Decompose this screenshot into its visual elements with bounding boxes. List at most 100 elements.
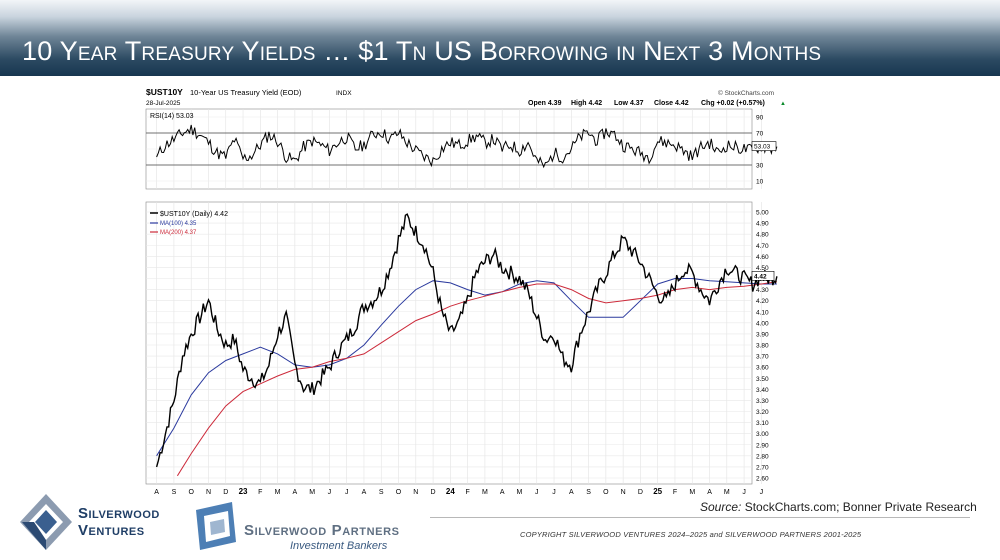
x-tick-label: D	[638, 489, 643, 496]
ventures-line2: Ventures	[78, 522, 145, 539]
price-y-tick-label: 4.70	[756, 243, 769, 250]
price-y-tick-label: 4.60	[756, 254, 769, 261]
chart-frame	[140, 86, 800, 500]
rsi-label: RSI(14) 53.03	[150, 113, 194, 120]
silverwood-ventures-logo: Silverwood Ventures	[20, 492, 190, 556]
x-tick-label: M	[309, 489, 315, 496]
x-tick-label: N	[413, 489, 418, 496]
x-axis: A S O N D 23 F M A M J J A S O N D 24 F M A M J J A S O N D 25 F M A M J J	[154, 487, 763, 496]
chart-exchange: INDX	[336, 90, 352, 97]
x-tick-label: O	[188, 489, 194, 496]
price-y-tick-label: 3.20	[756, 409, 769, 416]
quote-change: Chg +0.02 (+0.57%)	[701, 100, 765, 107]
x-tick-label: 25	[653, 487, 662, 496]
x-tick-label: S	[379, 489, 384, 496]
chart-svg: $UST10Y 10-Year US Treasury Yield (EOD) …	[140, 86, 800, 500]
x-tick-label: M	[724, 489, 730, 496]
x-tick-label: J	[328, 489, 332, 496]
x-tick-label: A	[569, 489, 574, 496]
price-y-tick-label: 3.70	[756, 354, 769, 361]
x-tick-label: F	[673, 489, 677, 496]
ma200-series-line	[176, 281, 777, 477]
price-y-tick-label: 3.80	[756, 343, 769, 350]
price-y-tick-label: 2.70	[756, 464, 769, 471]
partners-tagline: Investment Bankers	[290, 540, 388, 552]
chart-watermark: © StockCharts.com	[718, 89, 774, 97]
price-legend: $UST10Y (Daily) 4.42 MA(100) 4.35 MA(200…	[150, 211, 228, 236]
price-y-tick-label: 5.00	[756, 210, 769, 217]
partners-wordmark: Silverwood Partners	[244, 522, 400, 539]
price-y-tick-label: 4.10	[756, 309, 769, 316]
legend-price: $UST10Y (Daily) 4.42	[160, 211, 228, 218]
x-tick-label: M	[689, 489, 695, 496]
ventures-line1: Silverwood	[78, 505, 160, 522]
price-y-tick-label: 3.90	[756, 331, 769, 338]
treasury-yield-chart: $UST10Y 10-Year US Treasury Yield (EOD) …	[140, 86, 800, 500]
price-y-tick-label: 3.40	[756, 387, 769, 394]
price-series-line	[155, 213, 778, 468]
price-y-tick-label: 3.50	[756, 376, 769, 383]
x-tick-label: O	[396, 489, 402, 496]
price-y-tick-label: 3.30	[756, 398, 769, 405]
price-y-tick-label: 3.60	[756, 365, 769, 372]
svg-text:53.03: 53.03	[754, 144, 771, 151]
title-banner: 10 Year Treasury Yields … $1 Tn US Borro…	[0, 0, 1000, 76]
source-text: StockCharts.com; Bonner Private Research	[744, 500, 977, 514]
x-tick-label: A	[500, 489, 505, 496]
copyright-text: COPYRIGHT SILVERWOOD VENTURES 2024–2025 …	[520, 530, 862, 539]
footer-divider	[430, 517, 970, 518]
rsi-y-tick-label: 10	[756, 179, 764, 186]
x-tick-label: D	[431, 489, 436, 496]
price-y-tick-label: 4.90	[756, 221, 769, 228]
chart-title: 10-Year US Treasury Yield (EOD)	[190, 88, 302, 97]
x-tick-label: F	[465, 489, 469, 496]
quote-open: Open 4.39	[528, 100, 562, 107]
x-tick-label: D	[223, 489, 228, 496]
legend-ma100: MA(100) 4.35	[160, 221, 197, 227]
price-panel: 5.004.904.804.704.604.504.404.304.204.10…	[145, 201, 778, 485]
x-tick-label: 24	[446, 487, 455, 496]
quote-low: Low 4.37	[614, 100, 644, 107]
ma100-series-line	[156, 278, 777, 457]
x-tick-label: N	[206, 489, 211, 496]
price-last-value-tag: 4.42	[751, 271, 775, 281]
price-y-tick-label: 3.00	[756, 431, 769, 438]
quote-close: Close 4.42	[654, 100, 689, 107]
x-tick-label: N	[621, 489, 626, 496]
x-tick-label: J	[552, 489, 556, 496]
partners-square-icon	[196, 502, 236, 550]
x-tick-label: M	[275, 489, 281, 496]
rsi-y-tick-label: 70	[756, 131, 764, 138]
price-y-tick-label: 2.80	[756, 453, 769, 460]
x-tick-label: O	[603, 489, 609, 496]
x-tick-label: J	[742, 489, 746, 496]
source-note: Source: StockCharts.com; Bonner Private …	[700, 500, 977, 514]
x-tick-label: M	[517, 489, 523, 496]
quote-direction-icon: ▲	[780, 101, 786, 107]
chart-date: 28-Jul-2025	[146, 100, 181, 107]
x-tick-label: A	[362, 489, 367, 496]
silverwood-partners-logo: Silverwood Partners Investment Bankers	[192, 500, 422, 556]
source-label: Source:	[700, 500, 742, 514]
price-y-tick-label: 2.90	[756, 442, 769, 449]
x-tick-label: M	[482, 489, 488, 496]
x-tick-label: 23	[239, 487, 248, 496]
x-tick-label: F	[258, 489, 262, 496]
rsi-panel: 9070503010 RSI(14) 53.03 53.03	[145, 108, 778, 190]
ventures-diamond-icon	[20, 494, 72, 550]
x-tick-label: A	[707, 489, 712, 496]
rsi-series-line	[156, 124, 778, 169]
svg-text:4.42: 4.42	[754, 273, 767, 280]
price-y-tick-label: 4.80	[756, 232, 769, 239]
rsi-last-value-tag: 53.03	[751, 141, 777, 151]
chart-ticker: $UST10Y	[146, 87, 183, 97]
x-tick-label: J	[535, 489, 539, 496]
rsi-y-tick-label: 90	[756, 115, 764, 122]
price-y-tick-label: 4.50	[756, 265, 769, 272]
slide-title: 10 Year Treasury Yields … $1 Tn US Borro…	[22, 36, 822, 66]
rsi-y-tick-label: 30	[756, 163, 764, 170]
x-tick-label: S	[586, 489, 591, 496]
x-tick-label: S	[172, 489, 177, 496]
x-tick-label: J	[760, 489, 764, 496]
x-tick-label: A	[154, 489, 159, 496]
